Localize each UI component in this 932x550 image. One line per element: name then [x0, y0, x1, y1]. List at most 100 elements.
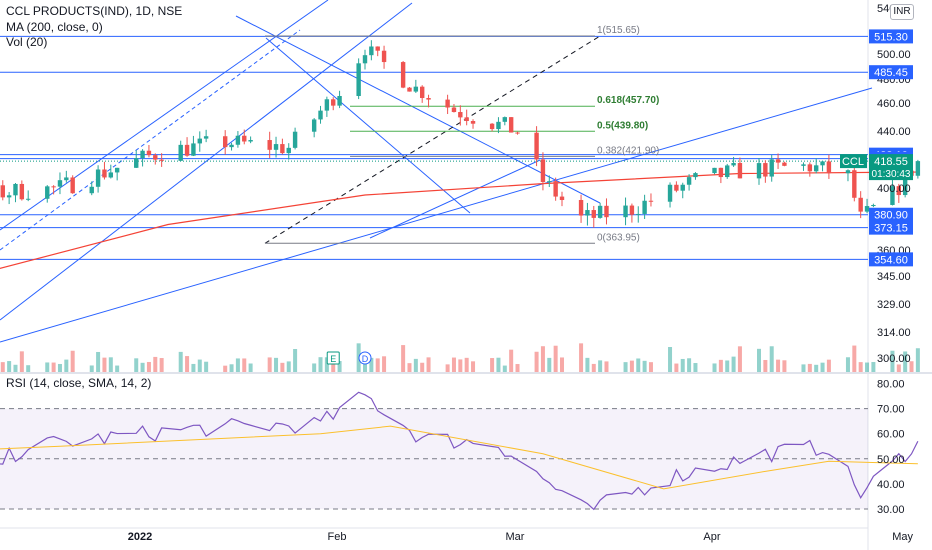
price-axis[interactable]: 540500.00480.00460.00440.00420.00400.003…	[0, 3, 932, 543]
event-marker[interactable]: E	[326, 351, 340, 365]
currency-badge[interactable]: INR	[890, 4, 914, 20]
volume-legend[interactable]: Vol (20)	[6, 35, 47, 49]
trend-line[interactable]	[0, 2, 413, 321]
volume-bar	[19, 351, 24, 372]
candle	[413, 79, 419, 93]
event-marker[interactable]: D	[358, 351, 372, 365]
last-price-badge-bg	[869, 154, 913, 181]
candle-body	[540, 159, 546, 183]
candle-body	[686, 177, 692, 185]
fib-diagonal[interactable]	[264, 35, 601, 244]
candle-body	[826, 161, 832, 174]
candle	[369, 40, 374, 61]
fib-level-label: 1(515.65)	[597, 25, 640, 36]
candle	[502, 116, 508, 126]
ma-legend[interactable]: MA (200, close, 0)	[6, 20, 103, 34]
candle	[445, 94, 450, 115]
rsi-legend[interactable]: RSI (14, close, SMA, 14, 2)	[6, 376, 151, 390]
trend-line[interactable]	[0, 0, 329, 231]
candle-body	[852, 170, 857, 198]
symbol-legend[interactable]: CCL PRODUCTS(IND), 1D, NSE	[6, 4, 182, 18]
candle-body	[871, 204, 876, 207]
candle-body	[470, 121, 476, 124]
last-price-label: 418.55	[874, 156, 908, 168]
candle	[496, 117, 501, 134]
volume-bar	[782, 360, 787, 372]
candle	[845, 169, 851, 182]
volume-bar	[763, 359, 768, 372]
fib-level-label: 0.618(457.70)	[597, 95, 659, 106]
volume-bar	[280, 362, 285, 372]
volume-bar	[337, 361, 342, 372]
volume-bar	[502, 365, 507, 372]
volume-bar	[382, 356, 387, 372]
price-level-badge[interactable]: 515.30	[869, 29, 913, 44]
trend-line[interactable]	[235, 15, 601, 204]
ticker-badge[interactable]: CCL	[840, 154, 867, 169]
volume-bar	[591, 363, 596, 372]
volume-bar	[13, 364, 18, 372]
candle	[756, 157, 762, 185]
trend-line[interactable]	[369, 159, 541, 239]
volume-bar	[820, 362, 825, 372]
candle-body	[324, 99, 330, 111]
volume-bar	[413, 358, 418, 372]
volume-bar	[814, 364, 819, 372]
candle-body	[769, 159, 774, 177]
price-level-badge[interactable]: 373.15	[869, 220, 913, 235]
candle-body	[191, 143, 196, 156]
volume-bar	[45, 362, 50, 372]
candle-body	[159, 159, 164, 161]
volume-bar	[674, 363, 679, 372]
volume-bar	[604, 361, 609, 372]
candle-body	[731, 162, 736, 166]
candle-body	[318, 110, 323, 120]
trend-line[interactable]	[0, 87, 873, 343]
rsi-legend-label: RSI (14, close, SMA, 14, 2)	[6, 376, 152, 390]
volume-bar	[490, 358, 495, 372]
candle	[13, 182, 18, 203]
candle	[680, 182, 685, 199]
candle	[324, 96, 330, 117]
price-tick-label: 300.00	[877, 353, 911, 365]
candle-body	[13, 183, 18, 196]
candle-body	[64, 177, 69, 181]
candle	[153, 153, 158, 165]
price-level-badge[interactable]: 485.45	[869, 65, 913, 80]
candle-body	[489, 123, 495, 130]
rsi-tick-label: 60.00	[877, 429, 905, 441]
volume-bar	[312, 363, 317, 372]
volume-bar	[801, 364, 806, 372]
volume-bar	[865, 362, 870, 372]
trend-line[interactable]	[265, 37, 471, 214]
price-level-badge-label: 373.15	[874, 223, 908, 235]
price-level-badge[interactable]: 354.60	[869, 252, 913, 267]
candle	[775, 153, 781, 169]
fib-level-label: 0(363.95)	[597, 232, 640, 243]
price-level-badge-bg	[869, 207, 913, 222]
price-level-badge[interactable]: 380.90	[869, 207, 913, 222]
volume-bar	[909, 361, 914, 372]
candle	[807, 162, 813, 177]
candle-body	[782, 162, 787, 166]
candle-body	[515, 132, 520, 134]
candles	[0, 40, 921, 228]
candle	[858, 191, 863, 219]
time-tick-label: Feb	[328, 531, 347, 543]
candle	[57, 172, 63, 195]
rsi-tick-label: 80.00	[877, 379, 905, 391]
time-tick-label: 2022	[128, 531, 152, 543]
volume-bar	[547, 357, 552, 372]
trend-line[interactable]	[0, 29, 301, 251]
candle-body	[623, 205, 628, 218]
candle	[820, 160, 825, 172]
candle-body	[407, 87, 412, 92]
ma-legend-label: MA (200, close, 0)	[6, 20, 103, 34]
volume-bar	[648, 362, 653, 372]
candle-body	[267, 140, 272, 150]
chart-labels: 1(515.65) 0.618(457.70) 0.5(439.80) 0.382(4…	[326, 25, 659, 365]
candle-body	[534, 132, 539, 160]
rsi-tick-label: 40.00	[877, 479, 905, 491]
